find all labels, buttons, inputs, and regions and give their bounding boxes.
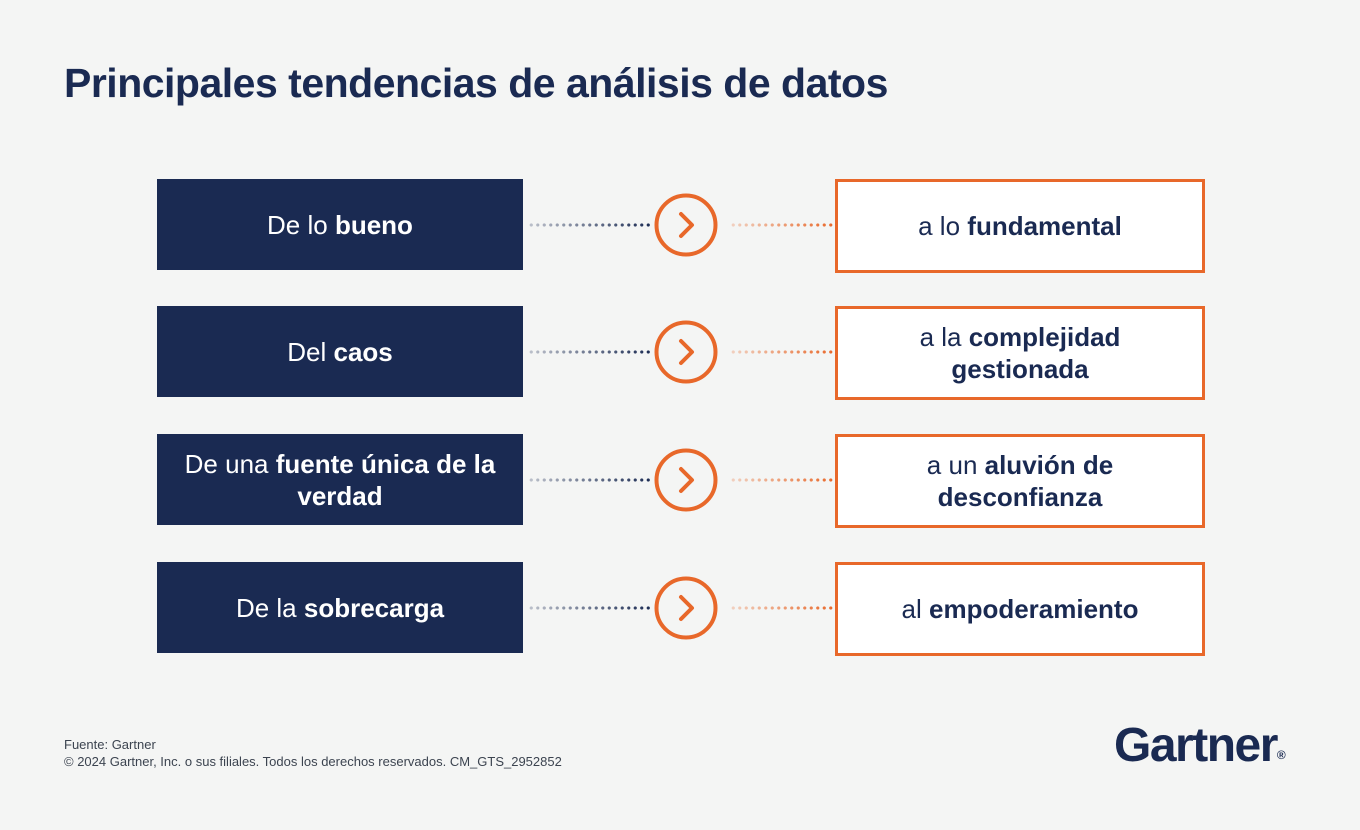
chevron-right-circle-icon bbox=[654, 576, 718, 640]
dotted-connector-right bbox=[730, 350, 834, 354]
chevron-right-circle-icon bbox=[654, 320, 718, 384]
trend-from-lead: De lo bbox=[267, 209, 335, 240]
trend-to-text: a un aluvión de desconfianza bbox=[868, 449, 1172, 513]
dotted-connector-left bbox=[528, 223, 652, 227]
trend-from-box: De lo bueno bbox=[157, 179, 523, 270]
trend-to-text: a lo fundamental bbox=[918, 210, 1122, 242]
trend-from-text: Del caos bbox=[287, 336, 393, 368]
trend-to-text: a la complejidad gestionada bbox=[868, 321, 1172, 385]
trend-to-keyword: empoderamiento bbox=[928, 594, 1139, 624]
trend-row: De la sobrecarga al empoderamiento bbox=[0, 562, 1360, 656]
trend-to-lead: al bbox=[901, 594, 929, 624]
trend-from-keyword: bueno bbox=[334, 209, 413, 240]
trend-from-lead: De la bbox=[235, 592, 304, 623]
trend-row: De una fuente única de la verdad a un al… bbox=[0, 434, 1360, 528]
dotted-connector-right bbox=[730, 478, 834, 482]
dotted-connector-right bbox=[730, 606, 834, 610]
trend-from-keyword: caos bbox=[333, 336, 393, 367]
page-title: Principales tendencias de análisis de da… bbox=[64, 60, 888, 106]
dotted-connector-left bbox=[528, 350, 652, 354]
dotted-connector-right bbox=[730, 223, 834, 227]
trend-to-keyword: complejidad gestionada bbox=[951, 322, 1121, 384]
trend-to-lead: a la bbox=[919, 322, 969, 352]
gartner-logo: Gartner® bbox=[1114, 718, 1286, 773]
trend-to-lead: a lo bbox=[918, 211, 968, 241]
trend-from-text: De una fuente única de la verdad bbox=[177, 448, 503, 512]
trend-row: De lo bueno a lo fundamental bbox=[0, 179, 1360, 273]
trend-from-lead: Del bbox=[287, 336, 334, 367]
trend-from-box: De una fuente única de la verdad bbox=[157, 434, 523, 525]
trend-to-text: al empoderamiento bbox=[902, 593, 1139, 625]
trend-to-box: a lo fundamental bbox=[835, 179, 1205, 273]
trend-to-lead: a un bbox=[926, 450, 985, 480]
trend-from-lead: De una bbox=[184, 448, 276, 479]
trend-to-box: al empoderamiento bbox=[835, 562, 1205, 656]
trend-from-keyword: sobrecarga bbox=[303, 592, 445, 623]
trend-from-box: De la sobrecarga bbox=[157, 562, 523, 653]
logo-text: Gartner bbox=[1114, 719, 1278, 772]
chevron-right-circle-icon bbox=[654, 193, 718, 257]
trend-from-text: De lo bueno bbox=[267, 209, 413, 241]
chevron-right-circle-icon bbox=[654, 448, 718, 512]
trend-from-box: Del caos bbox=[157, 306, 523, 397]
dotted-connector-left bbox=[528, 606, 652, 610]
registered-mark: ® bbox=[1276, 748, 1286, 762]
source-line: Fuente: Gartner bbox=[64, 737, 156, 752]
dotted-connector-left bbox=[528, 478, 652, 482]
trend-to-keyword: fundamental bbox=[967, 211, 1122, 241]
trend-from-keyword: fuente única de la verdad bbox=[275, 448, 496, 511]
trend-to-box: a la complejidad gestionada bbox=[835, 306, 1205, 400]
trend-from-text: De la sobrecarga bbox=[236, 592, 444, 624]
trend-to-box: a un aluvión de desconfianza bbox=[835, 434, 1205, 528]
footer-note: Fuente: Gartner © 2024 Gartner, Inc. o s… bbox=[64, 736, 562, 770]
trend-row: Del caos a la complejidad gestionada bbox=[0, 306, 1360, 400]
copyright-line: © 2024 Gartner, Inc. o sus filiales. Tod… bbox=[64, 754, 562, 769]
trend-to-keyword: aluvión de desconfianza bbox=[937, 450, 1114, 512]
